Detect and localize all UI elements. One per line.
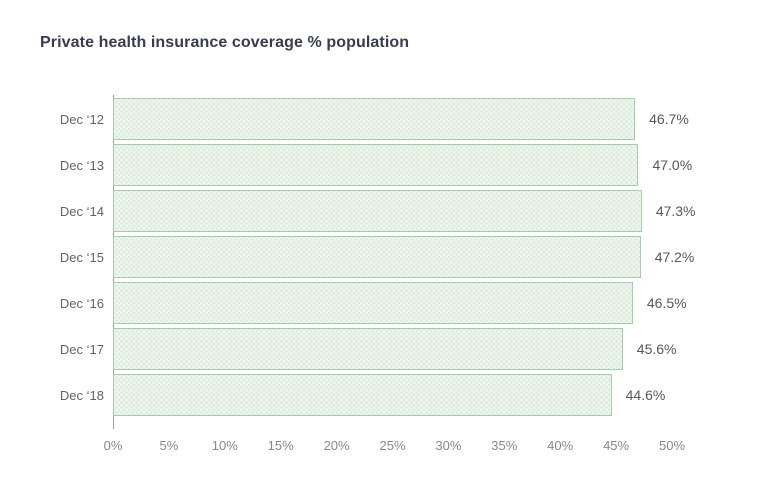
bar-track: 47.3% (113, 190, 696, 232)
chart-row: Dec ‘14 47.3% (40, 188, 740, 234)
x-tick-label: 50% (658, 438, 686, 453)
x-tick-label: 30% (435, 438, 462, 453)
x-axis: 0% 5% 10% 15% 20% 25% 30% 35% 40% 45% 50% (104, 438, 685, 456)
value-label: 44.6% (625, 387, 666, 403)
x-tick-label: 10% (211, 438, 238, 453)
category-label: Dec ‘18 (59, 387, 104, 403)
bar-chart: Dec ‘12 46.7% Dec ‘13 47.0% Dec ‘14 47.3% Dec … (40, 96, 740, 418)
x-tick-label: 45% (603, 438, 630, 453)
value-label: 47.0% (652, 157, 693, 173)
category-label: Dec ‘15 (59, 249, 104, 265)
x-tick-label: 20% (323, 438, 350, 453)
bar-track: 47.0% (113, 144, 692, 186)
chart-row: Dec ‘13 47.0% (40, 142, 740, 188)
bar-track: 47.2% (113, 236, 694, 278)
value-label: 47.3% (655, 203, 696, 219)
bar (113, 98, 636, 140)
chart-row: Dec ‘18 44.6% (40, 372, 740, 418)
category-label: Dec ‘14 (59, 203, 104, 219)
value-label: 47.2% (654, 249, 695, 265)
category-label: Dec ‘16 (59, 295, 104, 311)
x-tick-label: 5% (159, 438, 179, 453)
x-tick-label: 35% (491, 438, 518, 453)
chart-row: Dec ‘16 46.5% (40, 280, 740, 326)
bar (113, 236, 641, 278)
x-tick-label: 15% (267, 438, 294, 453)
bar (113, 144, 639, 186)
chart-row: Dec ‘12 46.7% (40, 96, 740, 142)
value-label: 46.7% (649, 111, 689, 127)
x-tick-label: 25% (379, 438, 406, 453)
x-tick-label: 40% (547, 438, 574, 453)
bar (113, 328, 623, 370)
chart-row: Dec ‘17 45.6% (40, 326, 740, 372)
x-tick-label: 0% (103, 438, 123, 453)
bar (113, 190, 642, 232)
bar-track: 46.7% (113, 98, 689, 140)
value-label: 46.5% (646, 295, 687, 311)
category-label: Dec ‘13 (59, 157, 104, 173)
category-label: Dec ‘17 (59, 341, 104, 357)
bar (113, 282, 633, 324)
bar (113, 374, 612, 416)
bar-track: 46.5% (113, 282, 687, 324)
value-label: 45.6% (636, 341, 677, 357)
category-label: Dec ‘12 (59, 111, 104, 127)
chart-title: Private health insurance coverage % popu… (40, 34, 410, 51)
chart-row: Dec ‘15 47.2% (40, 234, 740, 280)
bar-track: 44.6% (113, 374, 672, 416)
bar-track: 45.6% (113, 328, 677, 370)
